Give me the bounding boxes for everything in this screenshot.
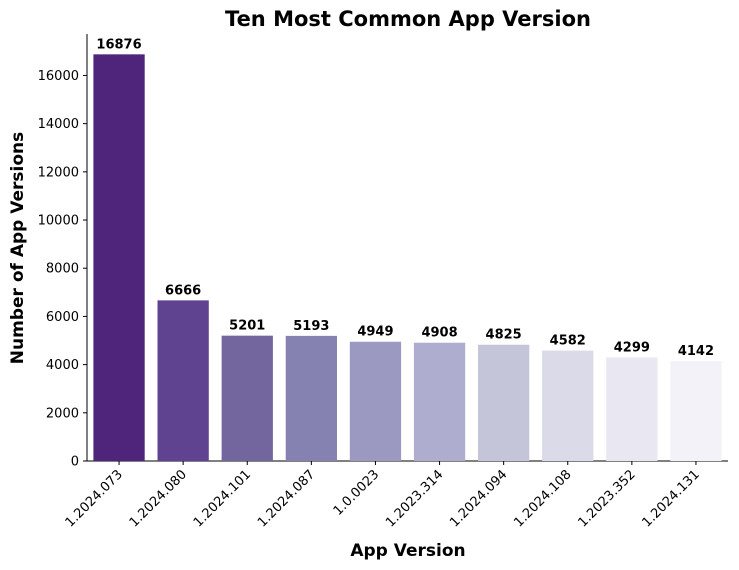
y-tick-label: 14000: [38, 117, 79, 132]
data-label: 4825: [486, 328, 522, 343]
bar: [670, 361, 722, 461]
data-label: 6666: [165, 283, 201, 298]
bar: [93, 54, 145, 462]
x-tick-label: 1.2024.101: [191, 467, 254, 530]
x-tick-label: 1.2024.108: [511, 467, 574, 530]
x-tick-label: 1.2023.352: [575, 467, 638, 530]
data-label: 4582: [550, 334, 586, 349]
bar: [606, 357, 658, 461]
y-tick-label: 8000: [46, 262, 79, 277]
x-axis: 1.2024.073 1.2024.080 1.2024.101 1.2024.087…: [63, 460, 728, 530]
x-tick-label: 1.2024.087: [255, 467, 318, 530]
y-axis-label: Number of App Versions: [8, 132, 28, 364]
bar: [478, 344, 530, 461]
y-tick-label: 12000: [38, 165, 79, 180]
data-label: 4299: [614, 340, 650, 355]
data-label: 16876: [96, 37, 141, 52]
data-label: 4949: [357, 325, 393, 340]
y-tick-label: 16000: [38, 69, 79, 84]
bars-group: [93, 54, 722, 462]
bar: [542, 350, 594, 461]
data-label: 4908: [421, 326, 457, 341]
chart-title: Ten Most Common App Version: [225, 7, 591, 31]
data-labels-group: 16876 6666 5201 5193 4949 4908 4825 4582 4299 414…: [96, 37, 714, 359]
bar: [285, 335, 337, 461]
y-tick-label: 2000: [46, 406, 79, 421]
x-tick-label: 1.2023.314: [383, 467, 446, 530]
x-tick-label: 1.2024.073: [63, 467, 126, 530]
data-label: 5193: [293, 319, 329, 334]
y-axis: 0 2000 4000 6000 8000 10000 12000 14000 16000: [38, 34, 88, 470]
y-tick-label: 6000: [46, 310, 79, 325]
x-tick-label: 1.2024.080: [127, 467, 190, 530]
data-label: 4142: [678, 344, 714, 359]
data-label: 5201: [229, 319, 265, 334]
x-tick-label: 1.0.0023: [331, 467, 383, 519]
x-tick-label: 1.2024.094: [447, 467, 510, 530]
y-tick-label: 10000: [38, 214, 79, 229]
bar: [413, 342, 466, 461]
x-tick-label: 1.2024.131: [640, 467, 703, 530]
y-tick-label: 4000: [46, 358, 79, 373]
bar: [157, 300, 209, 461]
bar: [349, 341, 402, 461]
x-axis-label: App Version: [350, 541, 465, 561]
y-tick-label: 0: [71, 455, 79, 470]
bar: [221, 335, 273, 461]
